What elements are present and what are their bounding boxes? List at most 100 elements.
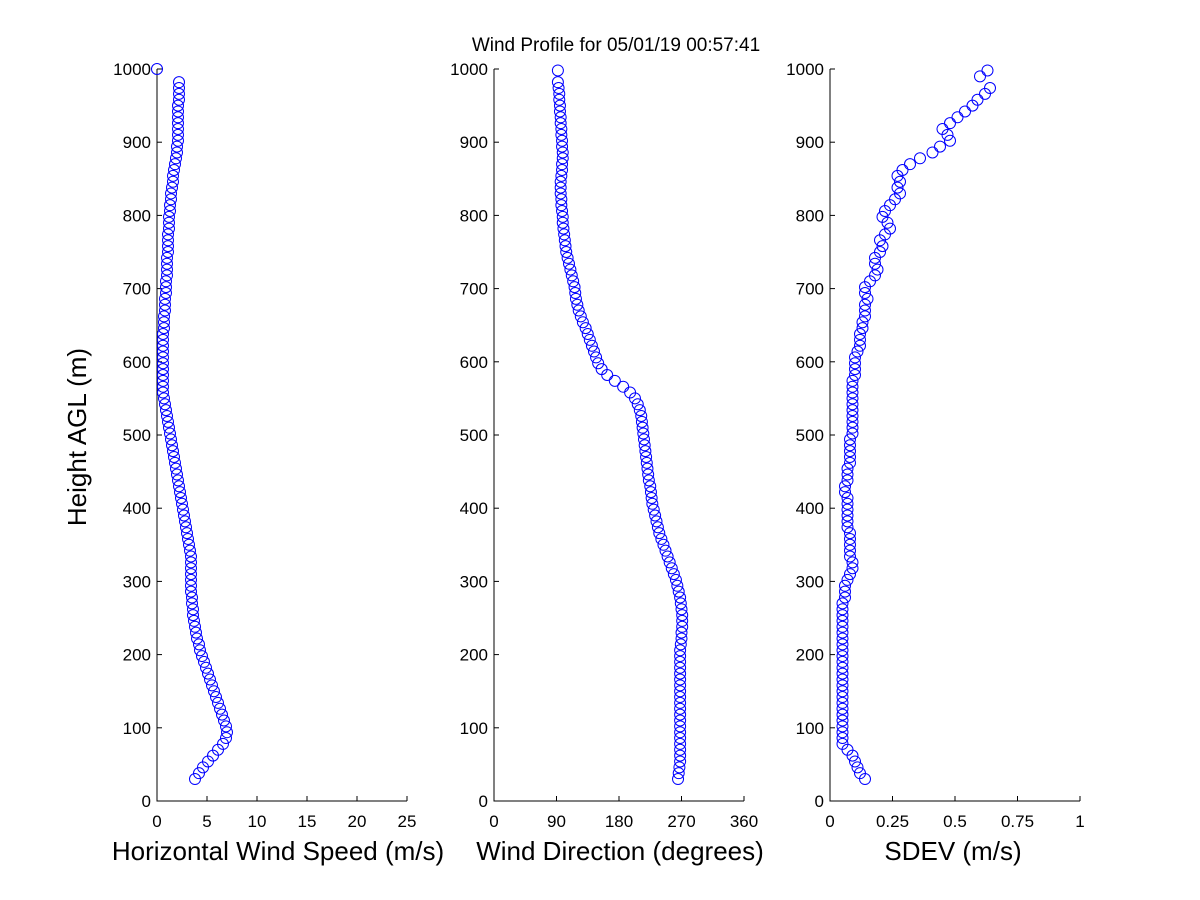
sdev-point [846,392,859,405]
sdev-point [841,573,854,586]
direction-point [556,140,569,153]
sdev-point [846,427,859,440]
speed-point [220,732,232,745]
direction-point [637,427,650,440]
speed-point [162,234,174,247]
speed-point [163,421,175,434]
speed-point [172,123,184,136]
speed-point [161,409,173,422]
direction-point [624,386,637,399]
sdev-point [859,304,871,317]
sdev-point [869,269,881,282]
sdev-point [871,263,884,276]
speed-point [158,322,170,335]
speed-point [163,216,175,229]
speed-ytick-label: 900 [123,133,151,152]
sdev-ytick-label: 500 [796,426,824,445]
sdev-point [836,685,849,698]
sdev-panel: 0 100 200 300 400 500 600 700 800 900 1000 0 0.25 0.5… [786,60,1085,831]
direction-point [556,205,569,218]
direction-point [674,661,687,674]
speed-point [175,491,187,504]
sdev-point [839,480,851,493]
direction-point [676,609,689,622]
direction-point [674,726,687,739]
sdev-point [854,339,866,352]
sdev-point [849,755,861,768]
speed-point [204,673,216,686]
direction-point [555,128,568,141]
direction-xtick-label: 180 [605,812,633,831]
speed-ytick-label: 300 [123,572,151,591]
speed-xtick-label: 20 [348,812,367,831]
speed-point [158,392,170,405]
speed-point [164,427,176,440]
direction-ytick-label: 800 [460,206,488,225]
speed-point [172,111,184,124]
speed-point [193,767,205,780]
speed-point [160,281,172,294]
speed-point [172,134,184,147]
sdev-point [874,246,886,258]
speed-ytick-label: 700 [123,280,151,299]
speed-point [164,199,176,212]
direction-point [674,755,687,768]
speed-point [157,386,169,399]
direction-point [552,82,565,95]
sdev-point [836,691,849,704]
sdev-point [836,655,849,668]
sdev-point [844,532,856,545]
speed-point [174,486,186,499]
sdev-ytick-label: 0 [815,792,824,811]
speed-point [161,257,173,270]
sdev-point [839,579,851,592]
direction-point [581,327,594,340]
direction-point [642,474,655,487]
direction-point [645,491,658,504]
direction-point [556,164,569,177]
sdev-point [846,374,859,387]
speed-point [181,527,193,540]
sdev-point [844,538,856,551]
direction-ytick-label: 200 [460,646,488,665]
speed-point [208,685,220,698]
sdev-point [841,462,854,475]
sdev-point [844,544,856,557]
direction-point [651,521,664,534]
direction-point [551,64,564,77]
speed-point [196,650,208,663]
speed-point [185,573,197,586]
speed-point [165,193,177,206]
sdev-point [846,556,859,569]
direction-point [579,322,592,335]
direction-ytick-label: 300 [460,572,488,591]
direction-ytick-label: 500 [460,426,488,445]
sdev-point [876,210,889,223]
speed-point [173,76,185,89]
speed-point [158,310,170,323]
sdev-ytick-label: 1000 [786,60,824,79]
sdev-point [846,409,859,422]
speed-point [185,585,197,598]
speed-point [183,538,195,551]
speed-point [212,696,224,709]
sdev-point [841,503,854,516]
direction-point [653,527,666,540]
sdev-point [836,702,849,715]
sdev-ytick-label: 800 [796,206,824,225]
speed-point [167,445,179,458]
speed-point [216,708,228,721]
direction-point [565,269,578,282]
sdev-point [914,152,926,165]
speed-point [173,87,185,100]
speed-point [188,614,200,627]
direction-point [555,199,568,212]
speed-point [159,298,171,311]
sdev-point [839,591,851,604]
direction-point [576,316,589,329]
direction-x-axis-label: Wind Direction (degrees) [476,836,764,866]
sdev-point [884,222,896,235]
direction-point [569,292,582,305]
speed-point [157,380,169,393]
